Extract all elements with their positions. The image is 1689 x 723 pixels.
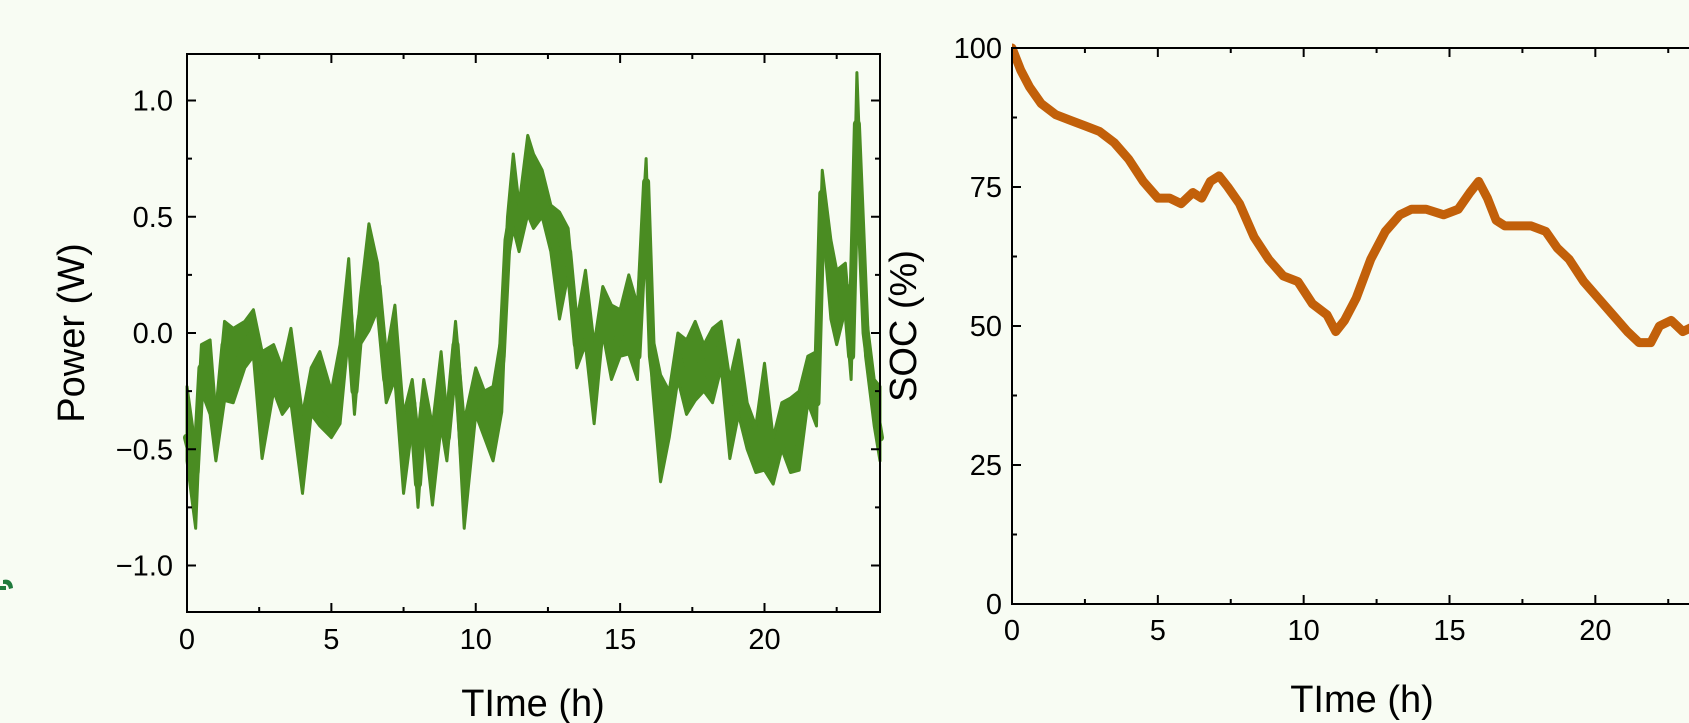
y-tick-label: 0.0 — [133, 318, 173, 350]
power-chart: 0 5 10 15 20 1.0 0.5 0.0 −0.5 −1.0 TIme (h) Power… — [51, 53, 884, 723]
x-tick-label: 20 — [1579, 615, 1611, 647]
y-tick-label: 50 — [970, 311, 1002, 343]
soc-y-axis-title: SOC (%) — [883, 250, 925, 402]
soc-chart: 0 5 10 15 20 0 25 50 75 100 TIme (h) SOC (%) — [883, 33, 1689, 721]
x-tick-label: 20 — [748, 624, 780, 656]
x-tick-label: 10 — [1288, 615, 1320, 647]
left-edge-fragment-mark — [0, 579, 13, 590]
series-line — [183, 119, 884, 489]
y-tick-label: 0 — [986, 589, 1002, 621]
power-y-axis-title: Power (W) — [51, 243, 93, 422]
y-tick-label: 25 — [970, 450, 1002, 482]
power-x-axis-title: TIme (h) — [461, 683, 605, 723]
x-tick-label: 15 — [604, 624, 636, 656]
x-tick-label: 15 — [1433, 615, 1465, 647]
y-tick-label: 100 — [954, 33, 1002, 65]
soc-axis-ticks: 0 5 10 15 20 0 25 50 75 100 — [954, 33, 1670, 647]
power-axis-ticks: 0 5 10 15 20 1.0 0.5 0.0 −0.5 −1.0 — [116, 54, 880, 656]
y-tick-label: −0.5 — [116, 434, 173, 466]
y-tick-label: 0.5 — [133, 202, 173, 234]
x-tick-label: 5 — [1150, 615, 1166, 647]
soc-series — [1012, 43, 1689, 348]
y-tick-label: 75 — [970, 172, 1002, 204]
x-tick-label: 0 — [1004, 615, 1020, 647]
x-tick-label: 10 — [460, 624, 492, 656]
soc-x-axis-title: TIme (h) — [1290, 679, 1434, 721]
y-tick-label: −1.0 — [116, 551, 173, 583]
y-tick-label: 1.0 — [133, 86, 173, 118]
series-line — [1012, 43, 1689, 348]
x-tick-label: 0 — [179, 624, 195, 656]
x-tick-label: 5 — [323, 624, 339, 656]
